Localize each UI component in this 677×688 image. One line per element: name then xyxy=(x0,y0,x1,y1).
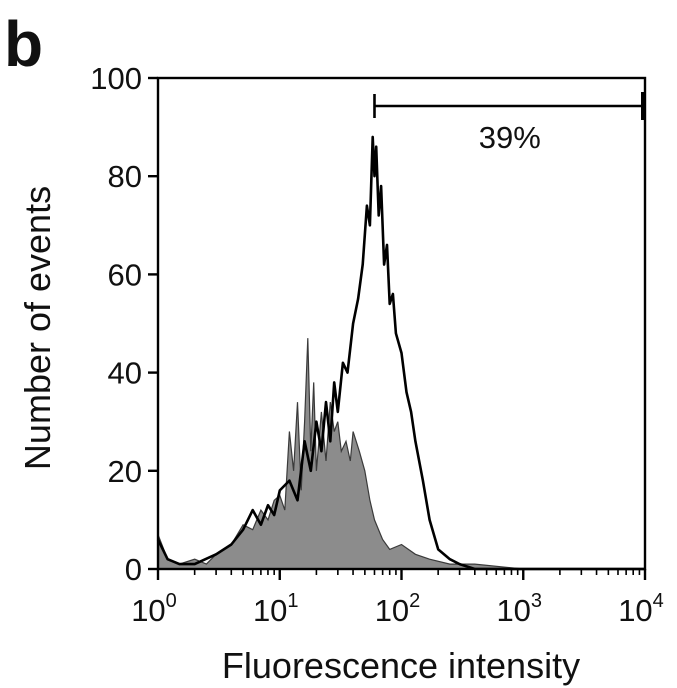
y-tick-label: 100 xyxy=(90,61,142,96)
x-tick-label: 100 xyxy=(131,590,177,628)
series-filled-area xyxy=(157,338,645,570)
y-axis-title: Number of events xyxy=(17,186,58,470)
panel-label: b xyxy=(4,8,43,80)
x-tick-label: 103 xyxy=(496,590,542,628)
x-tick-label: 102 xyxy=(375,590,421,628)
y-tick-label: 80 xyxy=(108,159,142,194)
gate-percent-label: 39% xyxy=(479,120,541,155)
x-tick-label: 101 xyxy=(253,590,299,628)
x-axis-title: Fluorescence intensity xyxy=(222,645,580,686)
x-tick-label: 104 xyxy=(618,590,664,628)
y-axis: 0 20 40 60 80 100 xyxy=(90,61,158,587)
y-tick-label: 0 xyxy=(125,552,142,587)
y-tick-label: 20 xyxy=(108,454,142,489)
x-axis: 100 101 102 103 104 xyxy=(131,569,664,628)
y-tick-label: 60 xyxy=(108,257,142,292)
series-line xyxy=(156,135,645,571)
plot-frame xyxy=(156,76,647,571)
plot-area: 39% xyxy=(156,76,647,571)
y-tick-label: 40 xyxy=(108,356,142,391)
